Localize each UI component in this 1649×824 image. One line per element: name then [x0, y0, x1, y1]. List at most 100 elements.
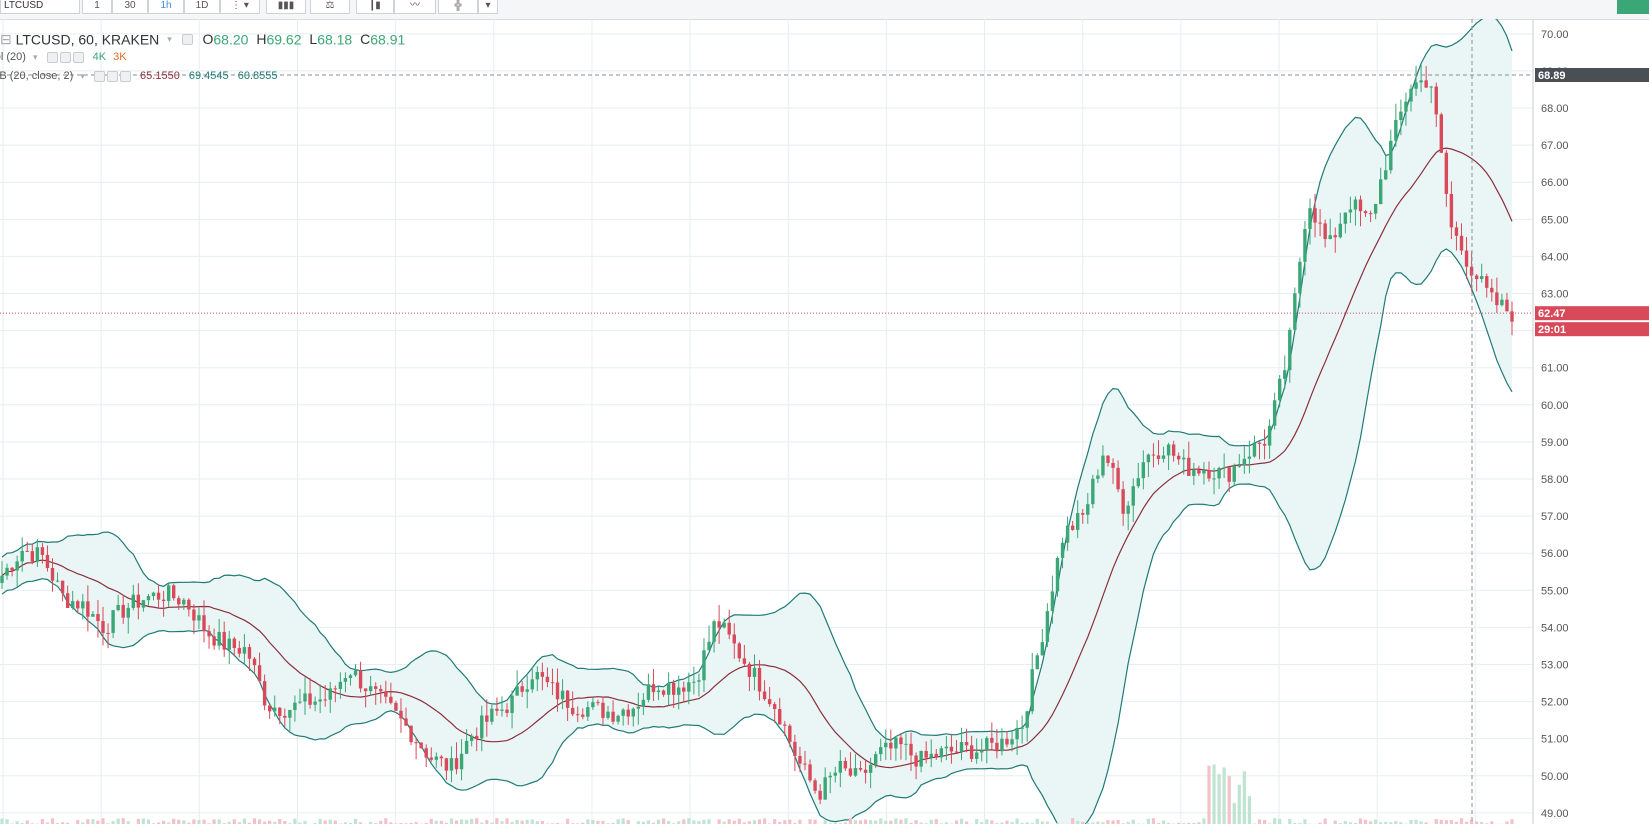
- y-tick-label: 57.00: [1541, 511, 1569, 523]
- toolbar-dropdown-button[interactable]: ▾: [478, 0, 498, 14]
- chevron-down-icon[interactable]: ▾: [80, 70, 85, 81]
- chevron-down-icon: ▾: [485, 0, 491, 11]
- volume-bar: [641, 821, 645, 824]
- candle-body: [136, 594, 141, 608]
- candle-body: [343, 678, 348, 682]
- volume-bar: [909, 822, 913, 824]
- volume-bar: [687, 818, 691, 824]
- candle-body: [161, 599, 166, 602]
- volume-bar: [1207, 765, 1211, 824]
- volume-name: Vol (20): [0, 51, 26, 64]
- templates-button[interactable]: ╬: [438, 0, 478, 14]
- bollinger-lower-value: 60.8555: [237, 70, 278, 83]
- volume-bar: [757, 819, 762, 824]
- chevron-down-icon[interactable]: ▾: [32, 51, 38, 62]
- volume-bar: [121, 818, 125, 824]
- gear-icon[interactable]: [106, 70, 118, 82]
- candle-body: [974, 752, 979, 759]
- candle-body: [1495, 292, 1499, 306]
- candle-body: [374, 686, 378, 689]
- candle-body: [560, 690, 565, 700]
- interval-more-button[interactable]: ⋮ ▾: [220, 0, 260, 14]
- interval-1h-button[interactable]: 1h: [148, 0, 184, 14]
- candle-body: [919, 750, 923, 767]
- candle-body: [666, 682, 671, 695]
- volume-bars: [0, 764, 1514, 824]
- candle-body: [858, 768, 863, 770]
- volume-bar: [187, 822, 191, 824]
- candle-body: [1293, 293, 1297, 330]
- candle-body: [833, 772, 837, 776]
- volume-bar: [1469, 819, 1474, 824]
- volume-bar: [656, 819, 661, 824]
- volume-bar: [465, 819, 469, 824]
- candle-body: [242, 647, 247, 654]
- interval-1d-button[interactable]: 1D: [184, 0, 220, 14]
- volume-bar: [964, 821, 969, 824]
- candle-body: [197, 615, 201, 621]
- y-tick-label: 63.00: [1541, 289, 1569, 301]
- price-axis: 70.0069.0068.0067.0066.0065.0064.0063.00…: [1532, 19, 1649, 824]
- interval-30-button[interactable]: 30: [112, 0, 148, 14]
- volume-bar: [747, 821, 752, 824]
- candle-body: [40, 547, 45, 555]
- volume-bar: [934, 819, 938, 824]
- open-value: 68.20: [213, 31, 249, 48]
- candle-body: [924, 750, 928, 758]
- volume-bar: [1126, 821, 1130, 824]
- candle-body: [1060, 542, 1065, 558]
- candle-body: [1202, 470, 1206, 474]
- candle-body: [980, 750, 984, 753]
- volume-bar: [96, 820, 100, 824]
- candle-body: [131, 594, 136, 608]
- candle-body: [25, 550, 29, 552]
- compare-button[interactable]: ⚖: [310, 0, 350, 14]
- candle-body: [71, 601, 75, 608]
- close-icon[interactable]: [72, 51, 84, 63]
- candle-body: [1434, 86, 1438, 115]
- candle-body: [172, 585, 176, 599]
- candle-body: [939, 748, 944, 758]
- indicators-button[interactable]: 〰: [394, 0, 436, 14]
- volume-bar: [257, 819, 262, 824]
- bollinger-bands: [1, 19, 1513, 824]
- countdown-label: 29:01: [1538, 324, 1566, 336]
- candle-body: [262, 681, 267, 706]
- bars-icon: ▮▮▮: [277, 0, 295, 11]
- volume-bar: [379, 820, 383, 824]
- candle-body: [1182, 457, 1186, 460]
- close-icon[interactable]: [119, 70, 131, 82]
- legend-collapse-icon[interactable]: ⊟: [0, 30, 12, 47]
- interval-1-button[interactable]: 1: [82, 0, 112, 14]
- chevron-down-icon[interactable]: ▾: [167, 33, 172, 44]
- volume-bar: [449, 818, 454, 824]
- volume-bar: [879, 818, 883, 824]
- publish-button[interactable]: [1617, 0, 1649, 14]
- candle-body: [1323, 223, 1327, 240]
- y-tick-label: 53.00: [1541, 659, 1569, 671]
- candle-body: [449, 758, 454, 771]
- gear-icon[interactable]: [59, 51, 71, 63]
- symbol-search-input[interactable]: LTCUSD: [0, 0, 80, 14]
- candle-body: [379, 688, 383, 692]
- volume-bar: [505, 818, 509, 824]
- candle-body: [1025, 711, 1029, 728]
- candle-body: [661, 690, 666, 695]
- eye-icon[interactable]: [181, 33, 193, 45]
- price-chart[interactable]: 70.0069.0068.0067.0066.0065.0064.0063.00…: [0, 19, 1649, 824]
- candle-body: [1111, 462, 1115, 468]
- volume-bar: [737, 818, 741, 824]
- chart-type-button[interactable]: ▮▮▮: [266, 0, 306, 14]
- symbol-legend: ⊟ LTCUSD, 60, KRAKEN ▾ O68.20 H69.62 L68…: [0, 30, 405, 48]
- candle-body: [454, 758, 459, 770]
- y-tick-label: 60.00: [1541, 400, 1569, 412]
- candle-body: [1222, 467, 1226, 469]
- volume-bar: [1081, 821, 1085, 824]
- eye-icon[interactable]: [93, 70, 105, 82]
- y-tick-label: 59.00: [1541, 437, 1569, 449]
- open-label: O: [202, 31, 214, 48]
- candles-button[interactable]: ┃▮: [356, 0, 394, 14]
- candle-body: [530, 679, 534, 690]
- eye-icon[interactable]: [46, 51, 58, 63]
- volume-bar: [904, 818, 908, 824]
